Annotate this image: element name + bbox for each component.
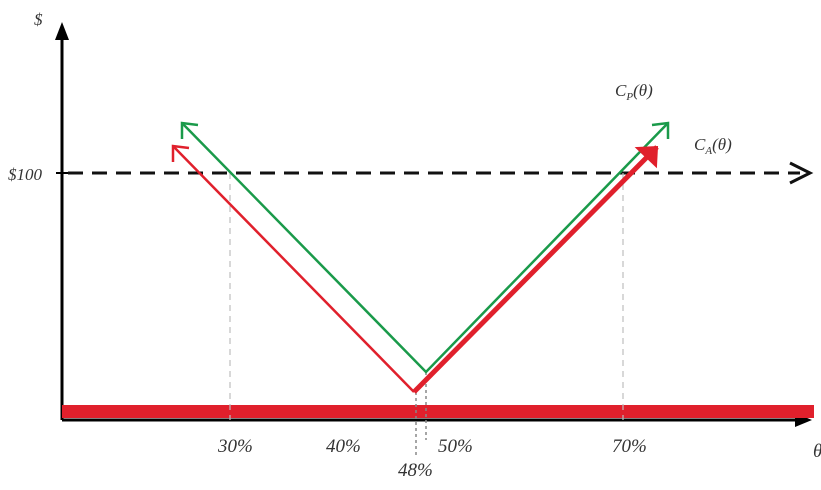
ca-sub: A — [704, 145, 712, 157]
tick-30: 30% — [217, 436, 253, 457]
tick-40: 40% — [326, 436, 361, 457]
tick-70: 70% — [612, 436, 647, 457]
ca-arg: (θ) — [712, 135, 732, 154]
x-axis-label: θ — [813, 441, 821, 462]
y-axis-arrowhead — [55, 22, 69, 40]
ca-base: C — [694, 135, 706, 154]
red-base-bar — [62, 405, 814, 418]
cp-arg: (θ) — [633, 81, 653, 100]
cp-sub: P — [625, 91, 633, 103]
price-dashed-arrowhead — [789, 161, 814, 185]
green-arrowhead-right — [651, 121, 670, 139]
red-curve-right — [412, 145, 659, 394]
ca-label: CA(θ) — [694, 135, 732, 157]
green-curve — [181, 122, 669, 374]
tick-48: 48% — [398, 460, 433, 481]
y-axis-label: $ — [34, 10, 43, 29]
cp-base: C — [615, 81, 627, 100]
green-arrowhead-left — [180, 121, 199, 139]
red-arrowhead-left — [171, 144, 190, 162]
red-arrowhead-right — [634, 145, 659, 169]
cp-label: CP(θ) — [615, 81, 653, 103]
red-curve-left — [172, 145, 415, 393]
tick-50: 50% — [438, 436, 473, 457]
price-label: $100 — [8, 165, 43, 184]
